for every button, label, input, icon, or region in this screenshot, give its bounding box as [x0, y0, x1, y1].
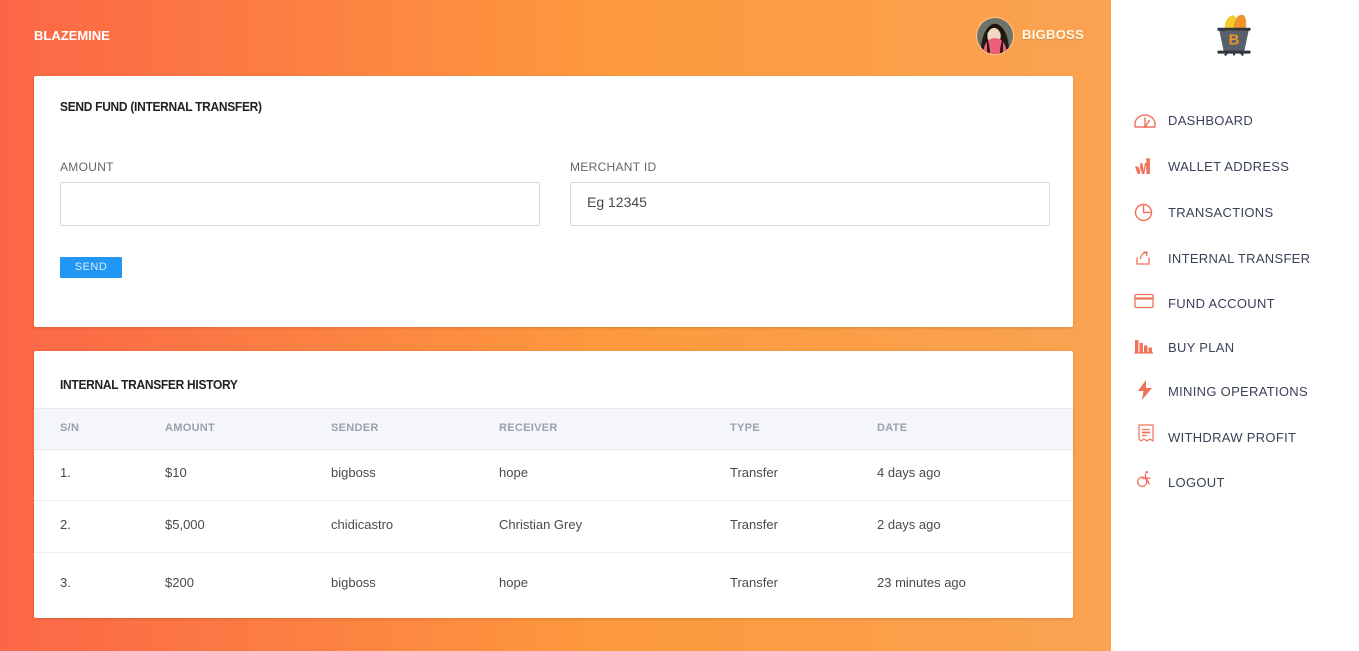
svg-text:B: B — [1229, 33, 1240, 49]
